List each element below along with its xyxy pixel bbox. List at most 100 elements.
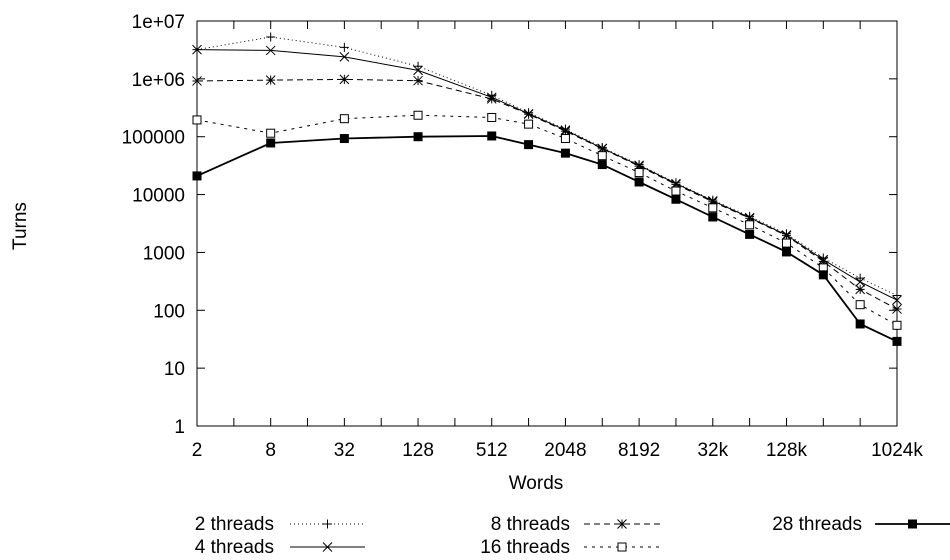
data-point [892,304,902,314]
x-tick-label: 2 [192,440,203,461]
legend-label: 4 threads [195,537,274,558]
data-point [323,519,332,529]
x-tick-label: 32 [334,440,355,461]
data-point [265,45,276,56]
plot-frame [196,20,898,427]
data-point [745,229,755,239]
data-point [192,76,202,86]
data-point [818,270,828,280]
data-point [413,61,423,71]
data-point [855,300,865,310]
data-point [892,295,902,305]
data-point [524,140,534,150]
x-tick-label: 8 [265,440,276,461]
data-point [908,519,917,529]
data-point [617,542,627,552]
series-4-threads [192,44,902,305]
legend-label: 2 threads [195,514,274,535]
data-point [671,179,681,190]
data-point [708,212,718,222]
data-point [413,65,423,76]
series-8-threads [192,74,902,314]
data-point [413,110,423,120]
data-point [524,119,534,129]
y-tick-label: 1 [174,417,185,438]
data-point [892,291,902,301]
data-point [192,115,202,125]
series-layer [192,32,902,346]
x-tick-label: 8192 [618,440,660,461]
data-point [413,75,423,86]
data-point [339,134,349,144]
data-point [892,320,902,330]
data-point [560,134,570,144]
data-point [781,247,791,257]
y-tick-label: 10000 [132,186,185,207]
data-point [486,94,497,104]
series-line [196,78,898,310]
y-tick-label: 1000 [143,243,185,264]
data-point [781,238,791,248]
data-point [892,336,902,346]
y-tick-label: 1e+07 [132,12,185,33]
data-point [560,126,571,136]
legend-label: 16 threads [480,537,570,558]
x-axis: 2 8 32 128 512 2048 8192 32k 128k 1024k [192,21,923,461]
x-tick-label: 2048 [544,440,586,461]
data-point [487,131,497,141]
data-point [597,151,607,161]
data-point [744,213,755,224]
data-point [266,138,276,148]
series-line [196,36,898,296]
legend-item: 2 threads [195,514,365,535]
series-2-threads [192,32,902,301]
data-point [339,74,350,85]
data-point [192,171,202,181]
series-28-threads [192,131,902,346]
y-tick-label: 100 [153,301,185,322]
y-tick-label: 1e+06 [132,70,185,91]
data-point [818,256,829,267]
x-tick-label: 512 [476,440,508,461]
data-point [707,196,718,207]
data-point [597,143,608,154]
data-point [671,186,681,196]
data-point [855,273,865,283]
data-point [322,542,333,552]
data-point [745,220,755,230]
series-line [196,49,898,301]
data-point [265,75,276,85]
data-point [413,132,423,142]
legend-item: 8 threads [491,514,660,535]
series-line [196,114,898,326]
data-point [192,44,202,55]
data-point [597,160,607,170]
data-point [339,114,349,124]
legend-label: 8 threads [491,514,570,535]
data-point [266,32,276,42]
data-point [339,52,350,62]
x-tick-label: 1024k [871,440,923,461]
series-line [196,135,898,343]
x-tick-label: 128k [766,440,808,461]
data-point [487,112,497,122]
x-tick-label: 128 [402,440,434,461]
data-point [617,519,627,529]
legend-item: 4 threads [195,537,365,558]
data-point [523,109,534,120]
data-point [855,277,866,287]
data-point [855,284,866,295]
data-point [634,161,644,171]
data-point [634,177,644,187]
x-axis-label: Words [509,473,564,494]
data-point [339,42,349,52]
legend-item: 16 threads [480,537,660,558]
data-point [855,319,865,329]
legend-item: 28 threads [772,514,950,535]
series-16-threads [192,110,902,330]
data-point [671,194,681,204]
y-axis-label: Turns [10,202,31,250]
data-point [266,128,276,138]
